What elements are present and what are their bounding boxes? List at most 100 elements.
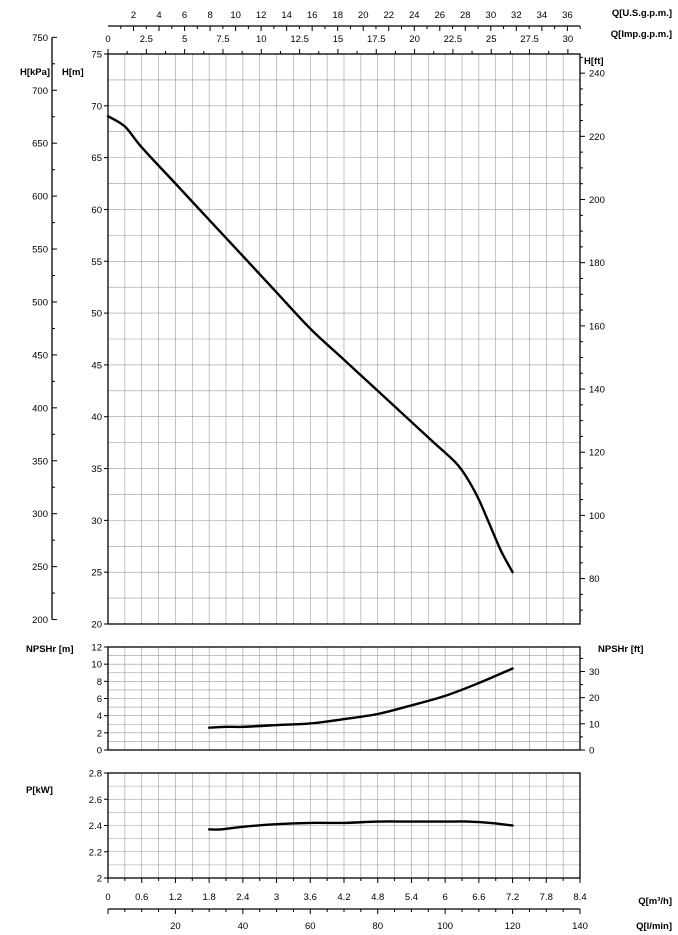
ft-tick-label: 100 <box>589 511 605 522</box>
lmin-axis-label: Q[l/min] <box>636 921 672 932</box>
m-tick-label: 35 <box>91 464 102 475</box>
m3h-tick-label: 7.2 <box>506 892 519 903</box>
lmin-tick-label: 20 <box>170 921 181 932</box>
npsh-ft-axis-label: NPSHr [ft] <box>598 644 643 655</box>
usgpm-tick-label: 4 <box>156 10 161 21</box>
npshr-curve <box>207 667 514 729</box>
impgpm-tick-label: 25 <box>486 34 497 45</box>
kw-tick-label: 2.6 <box>89 795 102 806</box>
m-tick-label: 45 <box>91 360 102 371</box>
usgpm-tick-label: 26 <box>434 10 445 21</box>
m-tick-label: 20 <box>91 620 102 631</box>
kw-tick-label: 2.8 <box>89 769 102 780</box>
npsh-ft-tick-label: 20 <box>589 693 600 704</box>
impgpm-tick-label: 22.5 <box>444 34 463 45</box>
impgpm-tick-label: 5 <box>182 34 187 45</box>
m3h-tick-label: 4.2 <box>337 892 350 903</box>
npsh-m-tick-label: 0 <box>97 746 102 757</box>
m3h-tick-label: 6 <box>442 892 447 903</box>
usgpm-tick-label: 36 <box>562 10 573 21</box>
npsh-m-tick-label: 12 <box>91 643 102 654</box>
m3h-tick-label: 7.8 <box>540 892 553 903</box>
lmin-tick-label: 140 <box>572 921 588 932</box>
m-tick-label: 65 <box>91 153 102 164</box>
ft-tick-label: 120 <box>589 448 605 459</box>
m3h-tick-label: 3.6 <box>304 892 317 903</box>
npsh-m-axis-label: NPSHr [m] <box>26 644 74 655</box>
m3h-tick-label: 4.8 <box>371 892 384 903</box>
npsh-m-tick-label: 8 <box>97 677 102 688</box>
ft-axis-label: H[ft] <box>584 56 604 67</box>
power-curve <box>207 820 514 831</box>
kpa-tick-label: 400 <box>32 403 48 414</box>
usgpm-tick-label: 32 <box>511 10 522 21</box>
m3h-tick-label: 0 <box>105 892 110 903</box>
head-curve <box>106 115 514 574</box>
kpa-tick-label: 750 <box>32 33 48 44</box>
impgpm-tick-label: 0 <box>105 34 110 45</box>
m-tick-label: 50 <box>91 309 102 320</box>
impgpm-tick-label: 27.5 <box>520 34 539 45</box>
usgpm-tick-label: 10 <box>230 10 241 21</box>
usgpm-tick-label: 22 <box>383 10 394 21</box>
kpa-tick-label: 300 <box>32 509 48 520</box>
impgpm-tick-label: 2.5 <box>140 34 153 45</box>
ft-tick-label: 220 <box>589 132 605 143</box>
kpa-tick-label: 200 <box>32 615 48 626</box>
usgpm-tick-label: 2 <box>131 10 136 21</box>
usgpm-tick-label: 24 <box>409 10 420 21</box>
usgpm-tick-label: 28 <box>460 10 471 21</box>
impgpm-tick-label: 10 <box>256 34 267 45</box>
m-tick-label: 30 <box>91 516 102 527</box>
m3h-axis-label: Q[m³/h] <box>638 896 672 907</box>
kpa-tick-label: 500 <box>32 297 48 308</box>
kpa-tick-label: 700 <box>32 86 48 97</box>
kpa-tick-label: 450 <box>32 350 48 361</box>
m3h-tick-label: 0.6 <box>135 892 148 903</box>
npsh-ft-tick-label: 0 <box>589 746 594 757</box>
frame-head <box>107 53 581 625</box>
usgpm-tick-label: 34 <box>537 10 548 21</box>
usgpm-tick-label: 16 <box>307 10 318 21</box>
m-tick-label: 75 <box>91 50 102 61</box>
impgpm-tick-label: 30 <box>563 34 574 45</box>
ft-tick-label: 180 <box>589 258 605 269</box>
m-tick-label: 40 <box>91 412 102 423</box>
ft-tick-label: 240 <box>589 69 605 80</box>
usgpm-tick-label: 14 <box>281 10 292 21</box>
kw-tick-label: 2.4 <box>89 821 102 832</box>
npsh-ft-tick-label: 10 <box>589 719 600 730</box>
kpa-tick-label: 550 <box>32 245 48 256</box>
lmin-tick-label: 100 <box>437 921 453 932</box>
axes <box>51 25 585 914</box>
m-tick-label: 25 <box>91 568 102 579</box>
ft-tick-label: 140 <box>589 385 605 396</box>
impgpm-tick-label: 12.5 <box>290 34 309 45</box>
m3h-tick-label: 1.2 <box>169 892 182 903</box>
npsh-m-tick-label: 4 <box>97 711 102 722</box>
ft-tick-label: 200 <box>589 195 605 206</box>
kw-axis-label: P[kW] <box>26 785 53 796</box>
npsh-ft-tick-label: 30 <box>589 667 600 678</box>
ft-tick-label: 160 <box>589 321 605 332</box>
m3h-tick-label: 1.8 <box>203 892 216 903</box>
usgpm-tick-label: 12 <box>256 10 267 21</box>
npsh-m-tick-label: 6 <box>97 694 102 705</box>
impgpm-tick-label: 20 <box>409 34 420 45</box>
lmin-tick-label: 40 <box>238 921 249 932</box>
kpa-tick-label: 600 <box>32 192 48 203</box>
kpa-axis-label: H[kPa] <box>20 67 50 78</box>
m3h-tick-label: 6.6 <box>472 892 485 903</box>
impgpm-tick-label: 15 <box>333 34 344 45</box>
usgpm-tick-label: 18 <box>332 10 343 21</box>
m3h-tick-label: 2.4 <box>236 892 249 903</box>
m-tick-label: 60 <box>91 205 102 216</box>
curves <box>106 115 514 831</box>
grid-lines <box>107 53 581 879</box>
impgpm-tick-label: 7.5 <box>216 34 229 45</box>
kpa-tick-label: 650 <box>32 139 48 150</box>
impgpm-tick-label: 17.5 <box>367 34 386 45</box>
lmin-tick-label: 120 <box>505 921 521 932</box>
impgpm-axis-label: Q[Imp.g.p.m.] <box>611 29 672 40</box>
